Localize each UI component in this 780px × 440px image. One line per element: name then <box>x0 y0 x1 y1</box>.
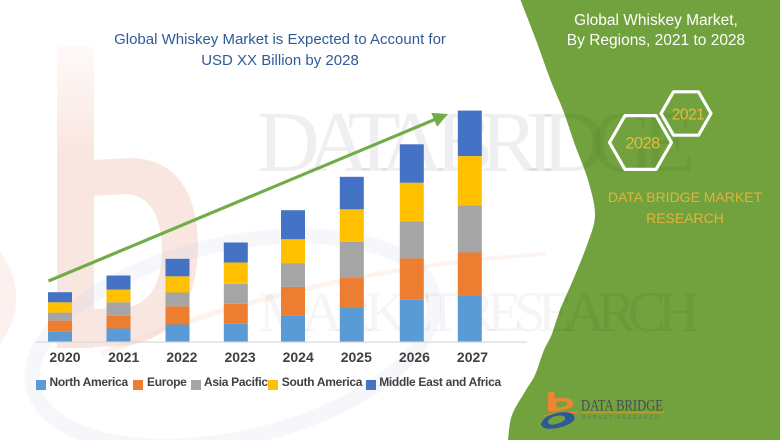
svg-text:DATA BRIDGE: DATA BRIDGE <box>581 397 663 414</box>
svg-text:2028: 2028 <box>625 134 660 152</box>
svg-text:2021: 2021 <box>672 106 704 123</box>
svg-text:MARKET RESEARCH: MARKET RESEARCH <box>582 415 661 421</box>
